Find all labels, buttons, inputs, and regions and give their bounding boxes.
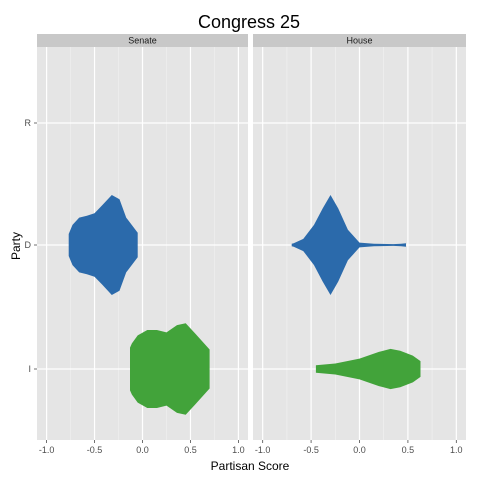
y-axis-title: Party bbox=[9, 232, 23, 260]
panel-house: House -1.0 -0.5 0.0 0.5 1.0 bbox=[253, 34, 466, 455]
x-tick-label: -1.0 bbox=[39, 445, 55, 455]
x-axis-title: Partisan Score bbox=[211, 459, 290, 473]
chart-title: Congress 25 bbox=[198, 12, 300, 32]
x-tick-label: -1.0 bbox=[255, 445, 271, 455]
violin-i bbox=[315, 348, 421, 390]
y-tick-label: R bbox=[25, 118, 32, 128]
x-tick-label: -0.5 bbox=[87, 445, 103, 455]
x-tick-label: -0.5 bbox=[303, 445, 319, 455]
panel-senate: Senate -1.0 -0.5 0.0 0.5 1.0 bbox=[37, 34, 248, 455]
y-tick-label: D bbox=[25, 240, 32, 250]
facet-strip-label: House bbox=[346, 36, 372, 46]
facet-strip bbox=[37, 34, 248, 47]
x-tick-label: 0.0 bbox=[136, 445, 149, 455]
facet-panels: Senate -1.0 -0.5 0.0 0.5 1.0 House -1.0 -0.5 0.0 0… bbox=[25, 34, 466, 455]
violin-d bbox=[291, 195, 406, 295]
x-tick-label: 1.0 bbox=[450, 445, 463, 455]
violin-i bbox=[130, 323, 210, 415]
facet-strip bbox=[253, 34, 466, 47]
x-tick-label: 0.5 bbox=[184, 445, 197, 455]
violin-d bbox=[68, 195, 138, 295]
x-tick-label: 0.5 bbox=[402, 445, 415, 455]
x-tick-label: 1.0 bbox=[232, 445, 245, 455]
facet-strip-label: Senate bbox=[128, 36, 157, 46]
y-tick-label: I bbox=[28, 364, 31, 374]
x-tick-label: 0.0 bbox=[353, 445, 366, 455]
